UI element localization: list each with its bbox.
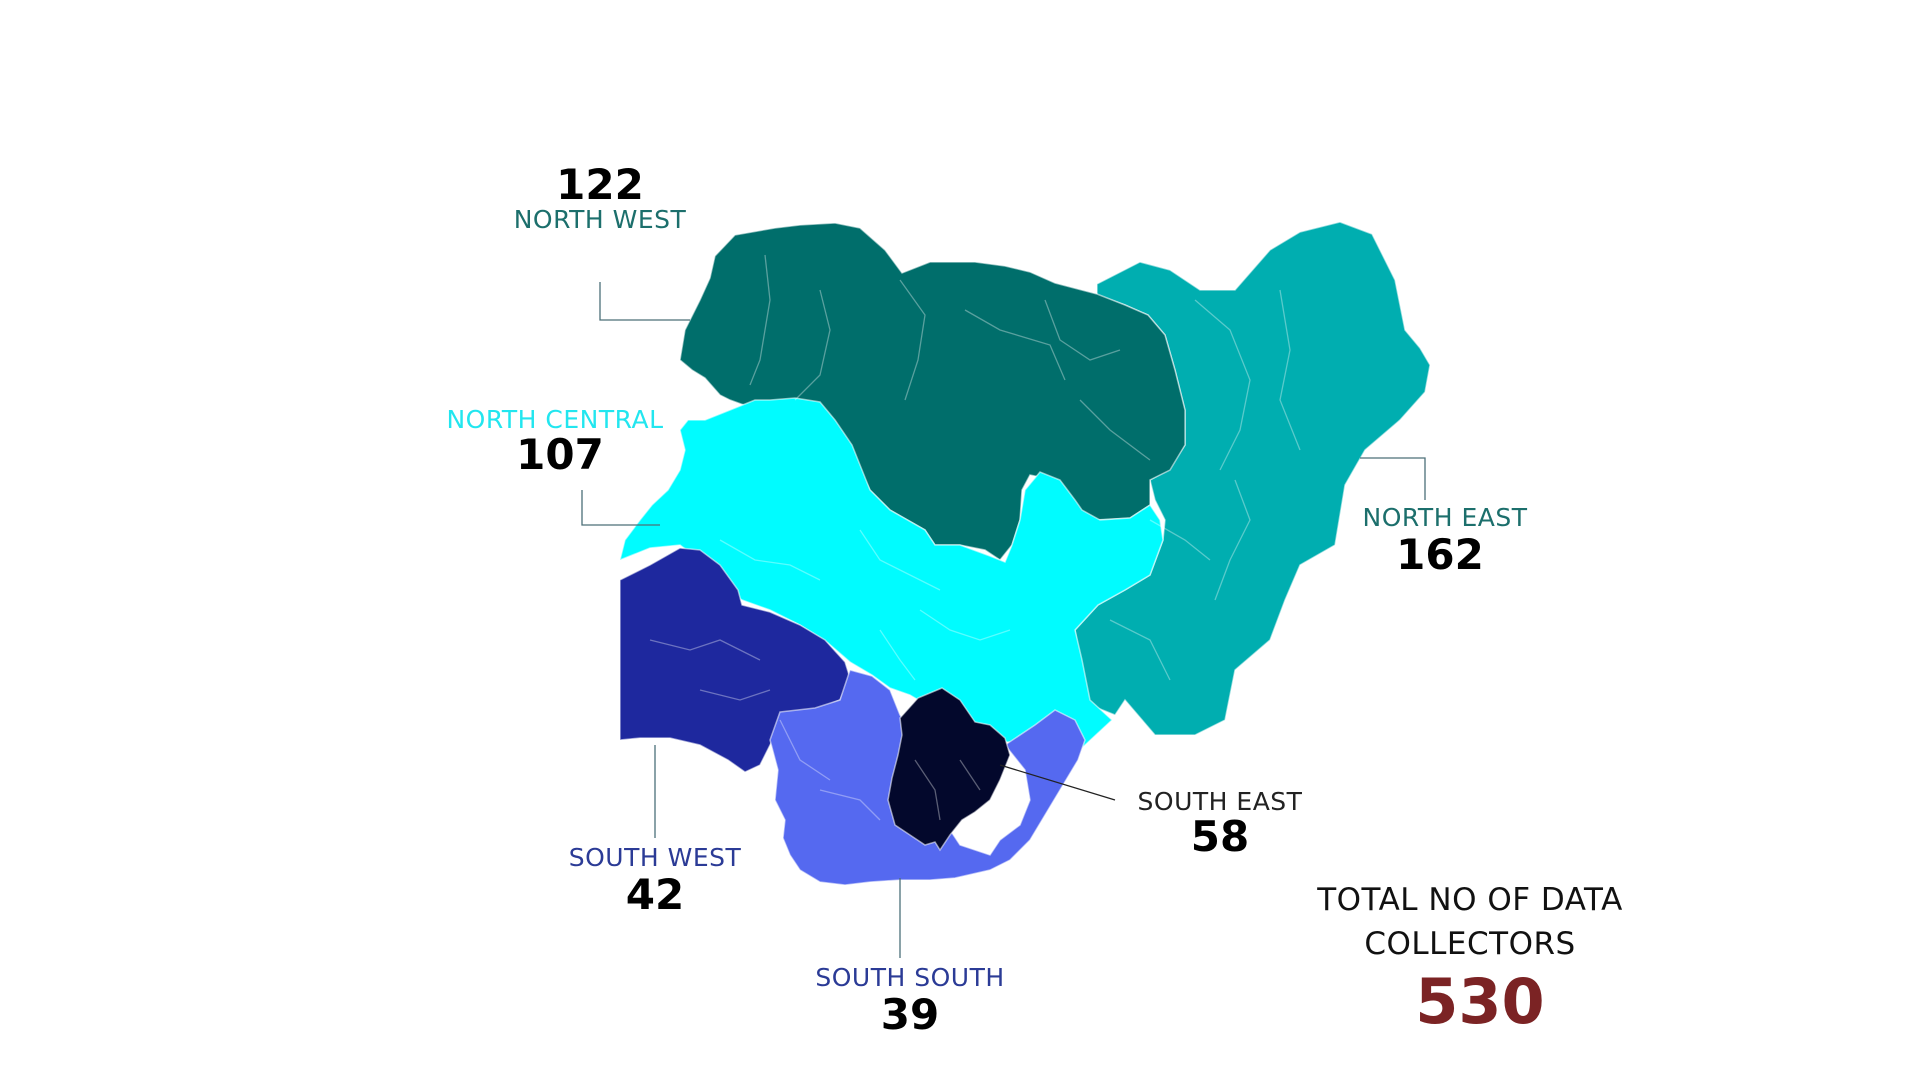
region-south-east: [887, 687, 1011, 852]
leader-north-west: [599, 282, 690, 321]
north-central-label: NORTH CENTRAL: [446, 405, 664, 434]
south-east-value: 58: [1190, 812, 1250, 861]
leader-north-central: [581, 490, 660, 526]
leader-south-east: [999, 764, 1116, 801]
north-west-value: 122: [556, 160, 644, 209]
leader-lines: [581, 282, 1426, 958]
north-east-label: NORTH EAST: [1362, 503, 1528, 532]
north-central-value: 107: [516, 430, 604, 479]
leader-north-east: [1360, 457, 1426, 500]
south-east-label: SOUTH EAST: [1137, 787, 1303, 816]
south-west-label: SOUTH WEST: [568, 843, 742, 872]
total-value: 530: [1415, 965, 1545, 1038]
north-east-value: 162: [1396, 530, 1484, 579]
total-label: TOTAL NO OF DATA COLLECTORS: [1317, 882, 1623, 962]
north-west-label: NORTH WEST: [513, 205, 687, 234]
south-west-value: 42: [625, 870, 685, 919]
south-south-value: 39: [880, 990, 940, 1039]
south-south-label: SOUTH SOUTH: [815, 963, 1005, 992]
state-boundaries: [649, 254, 1301, 821]
